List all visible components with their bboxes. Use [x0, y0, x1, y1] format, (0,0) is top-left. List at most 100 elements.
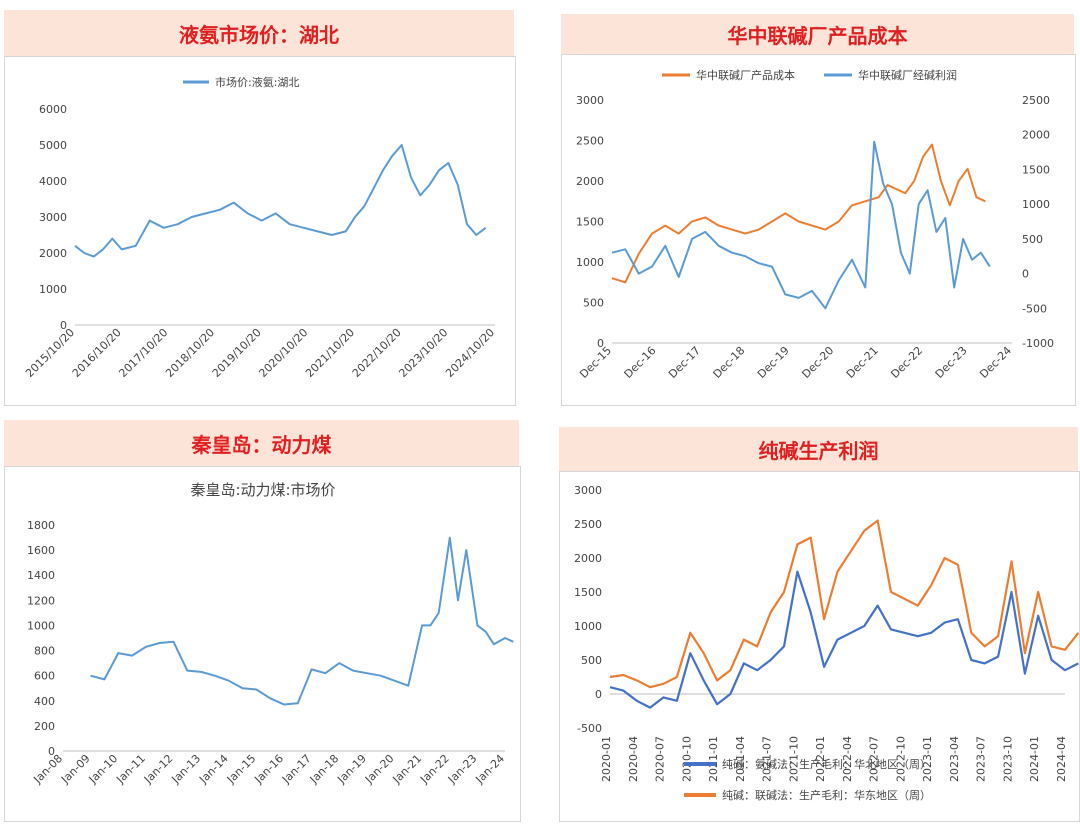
y2-tick-label: 1500 [1022, 163, 1050, 176]
x-tick-label: Jan-13 [169, 752, 204, 787]
y-tick-label: 800 [34, 645, 55, 658]
x-tick-label: Dec-15 [577, 344, 614, 381]
x-tick-label: 2022-04 [841, 736, 854, 782]
chart-panel-2: 0 500 1000 1500 2000 2500 3000 -1000 -500 0 500 100… [561, 54, 1076, 406]
x-tick-label: Dec-20 [799, 344, 836, 381]
x-tick-label: 2023/10/20 [396, 326, 450, 380]
y-tick-label: 6000 [39, 103, 67, 116]
x-tick-label: Jan-20 [362, 752, 397, 787]
x-tick-label: Jan-18 [307, 752, 342, 787]
x-tick-label: 2023-01 [921, 736, 934, 782]
legend-label-2: 纯碱：联碱法：生产毛利：华东地区（周） [722, 788, 931, 802]
x-tick-label: 2015/10/20 [23, 326, 77, 380]
y-tick-label: 2000 [576, 175, 604, 188]
y-tick-label: 0 [60, 319, 67, 332]
x-tick-label: Jan-21 [390, 752, 425, 787]
y-tick-label: 1500 [576, 216, 604, 229]
panel-title-3: 秦皇岛：动力煤 [4, 420, 519, 466]
chart-title: 秦皇岛:动力煤:市场价 [190, 481, 335, 499]
y-tick-label: 3000 [576, 94, 604, 107]
x-tick-label: Dec-22 [888, 344, 925, 381]
x-tick-label: Jan-16 [252, 752, 287, 787]
x-tick-label: 2022-10 [894, 736, 907, 782]
x-tick-label: 2023-10 [1001, 736, 1014, 782]
y2-tick-label: 500 [1022, 233, 1043, 246]
chart-qinhuangdao-coal: 020040060080010001200140016001800Jan-08J… [27, 481, 514, 787]
y-tick-label: 500 [581, 654, 602, 667]
y-tick-label: 1000 [39, 283, 67, 296]
panel-title-1: 液氨市场价：湖北 [4, 10, 514, 56]
chart-soda-ash-profit: -500 0 500 1000 1500 2000 2500 3000 2020-01 2020-… [574, 484, 1079, 802]
y-tick-label: 2000 [39, 247, 67, 260]
y-tick-label: 1000 [576, 256, 604, 269]
y-tick-label: 1000 [27, 619, 55, 632]
y-tick-label: 1800 [27, 519, 55, 532]
x-tick-label: 2020-10 [680, 736, 693, 782]
x-tick-label: Jan-15 [224, 752, 259, 787]
x-tick-label: Jan-22 [417, 752, 452, 787]
y-tick-label: 500 [583, 297, 604, 310]
y-tick-label: 1500 [574, 586, 602, 599]
x-tick-label: Dec-16 [622, 344, 659, 381]
legend-label-1: 纯碱：氨碱法：生产毛利：华北地区（周） [722, 757, 931, 771]
chart-central-china-cost: 0 500 1000 1500 2000 2500 3000 -1000 -500 0 500 100… [576, 68, 1054, 381]
y2-tick-label: 2500 [1022, 94, 1050, 107]
x-tick-label: Dec-24 [977, 344, 1014, 381]
x-tick-label: Jan-12 [141, 752, 176, 787]
y-tick-label: 600 [34, 670, 55, 683]
series-line-2 [611, 140, 991, 310]
series-line-1 [90, 536, 514, 706]
legend-label-1: 华中联碱厂产品成本 [696, 68, 795, 82]
x-tick-label: 2022-01 [814, 736, 827, 782]
chart-liquid-ammonia-hubei: 0 1000 2000 3000 4000 5000 6000 2015/10/202016/… [23, 75, 497, 380]
x-tick-label: 2022/10/20 [350, 326, 404, 380]
x-tick-label: 2023-07 [975, 736, 988, 782]
y-tick-label: 2000 [574, 552, 602, 565]
x-tick-label: 2021-04 [734, 736, 747, 782]
x-tick-label: 2020-07 [654, 736, 667, 782]
y2-tick-label: -1000 [1022, 337, 1054, 350]
x-tick-label: 2020/10/20 [256, 326, 310, 380]
x-tick-label: 2020-04 [627, 736, 640, 782]
x-tick-label: 2019/10/20 [210, 326, 264, 380]
x-tick-label: 2023-04 [948, 736, 961, 782]
legend-label-2: 华中联碱厂经碱利润 [858, 68, 957, 82]
y-tick-label: 3000 [39, 211, 67, 224]
y-tick-label: 200 [34, 720, 55, 733]
series-line-1 [74, 144, 487, 258]
legend-label-1: 市场价:液氨:湖北 [215, 75, 299, 89]
y-tick-label: -500 [577, 722, 602, 735]
y2-tick-label: 1000 [1022, 198, 1050, 211]
x-tick-label: Jan-19 [334, 752, 369, 787]
y2-tick-label: 2000 [1022, 129, 1050, 142]
x-tick-label: Dec-19 [755, 344, 792, 381]
x-tick-label: Dec-18 [710, 344, 747, 381]
x-tick-label: 2024-04 [1055, 736, 1068, 782]
y-tick-label: 2500 [574, 518, 602, 531]
x-tick-label: 2024-01 [1028, 736, 1041, 782]
x-tick-label: 2021-07 [761, 736, 774, 782]
panel-title-2: 华中联碱厂产品成本 [561, 14, 1074, 54]
panel-title-4: 纯碱生产利润 [559, 427, 1078, 471]
x-tick-label: 2020-01 [600, 736, 613, 782]
y-tick-label: 0 [48, 745, 55, 758]
x-tick-label: Jan-09 [58, 752, 93, 787]
x-tick-label: 2022-07 [868, 736, 881, 782]
x-tick-label: Jan-17 [279, 752, 314, 787]
chart-panel-3: 0 200 400 600 800 1000 1200 1400 1600 1800 Jan-08 J… [4, 466, 521, 822]
x-tick-label: Jan-10 [86, 752, 121, 787]
y-tick-label: 1600 [27, 544, 55, 557]
x-tick-label: Jan-23 [445, 752, 480, 787]
x-tick-label: Jan-14 [196, 752, 231, 787]
chart-panel-4: -500 0 500 1000 1500 2000 2500 3000 2020-01 2020-… [559, 471, 1080, 822]
y2-tick-label: 0 [1022, 268, 1029, 281]
x-tick-label: Dec-21 [844, 344, 881, 381]
y-tick-label: 0 [595, 688, 602, 701]
y-tick-label: 1200 [27, 594, 55, 607]
y2-tick-label: -500 [1022, 302, 1047, 315]
y-tick-label: 4000 [39, 175, 67, 188]
y-tick-label: 5000 [39, 139, 67, 152]
x-tick-label: 2021-01 [707, 736, 720, 782]
x-tick-label: Jan-24 [473, 752, 508, 787]
series-line-1 [611, 143, 986, 284]
